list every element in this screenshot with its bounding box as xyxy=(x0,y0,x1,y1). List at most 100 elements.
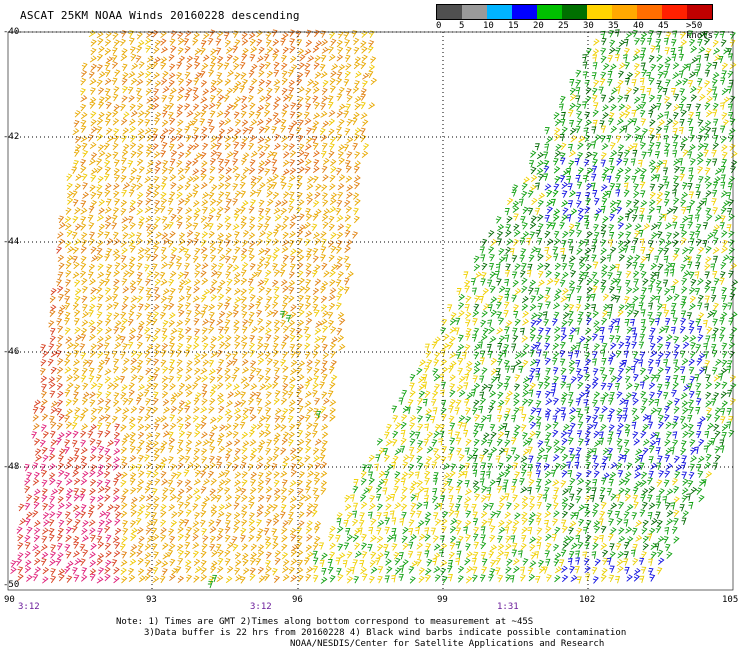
wind-barb xyxy=(664,181,670,189)
wind-barb xyxy=(138,405,145,414)
wind-barb xyxy=(298,199,305,207)
wind-barb xyxy=(350,494,355,502)
wind-barb xyxy=(543,173,549,181)
wind-barb xyxy=(464,285,470,293)
wind-barb xyxy=(626,87,633,95)
wind-barb xyxy=(104,215,112,223)
wind-barb xyxy=(65,408,73,416)
wind-barb xyxy=(170,397,177,405)
wind-barb xyxy=(81,367,88,376)
wind-barb xyxy=(264,429,272,438)
wind-barb xyxy=(65,462,72,470)
wind-barb xyxy=(414,493,420,501)
wind-barb xyxy=(320,231,327,239)
wind-barb xyxy=(598,414,604,423)
wind-barb xyxy=(137,253,145,262)
wind-barb xyxy=(336,110,344,118)
wind-barb xyxy=(258,285,266,293)
wind-barb xyxy=(312,231,320,239)
wind-barb xyxy=(233,326,240,334)
wind-barb xyxy=(658,557,665,565)
wind-barb xyxy=(271,29,278,37)
wind-barb xyxy=(669,269,675,277)
wind-barb xyxy=(273,69,280,77)
wind-barb xyxy=(553,543,560,552)
wind-barb xyxy=(272,381,279,389)
wind-barb xyxy=(518,198,524,207)
wind-barb xyxy=(353,575,360,584)
wind-barb xyxy=(498,526,506,534)
wind-barb xyxy=(265,31,272,40)
wind-barb xyxy=(258,151,266,159)
wind-barb xyxy=(154,184,161,192)
wind-barb xyxy=(122,488,129,496)
wind-barb xyxy=(537,253,544,262)
wind-barb xyxy=(339,317,346,326)
wind-barb xyxy=(104,231,110,239)
wind-barb xyxy=(24,463,30,472)
wind-barb xyxy=(89,391,96,399)
wind-barb xyxy=(680,366,686,374)
wind-barb xyxy=(457,470,465,478)
wind-barb xyxy=(217,510,225,518)
wind-barb xyxy=(321,431,329,439)
wind-barb xyxy=(625,279,631,288)
wind-barb xyxy=(514,318,521,327)
wind-barb xyxy=(225,440,233,448)
wind-barb xyxy=(217,566,224,574)
wind-barb xyxy=(264,143,271,152)
wind-barb xyxy=(41,535,48,544)
wind-barb xyxy=(89,527,96,535)
wind-barb xyxy=(320,285,327,294)
wind-barb xyxy=(424,477,430,486)
wind-barb xyxy=(192,158,199,166)
wind-barb xyxy=(82,520,89,528)
wind-barb xyxy=(32,510,39,518)
wind-barb xyxy=(169,487,176,495)
wind-barb xyxy=(375,454,381,462)
wind-barb xyxy=(264,125,271,133)
wind-barb xyxy=(650,223,658,231)
wind-barb xyxy=(554,133,561,142)
wind-barb xyxy=(288,399,296,407)
wind-barb xyxy=(313,200,320,208)
wind-barb xyxy=(590,494,595,503)
wind-barb xyxy=(248,501,255,509)
wind-barb xyxy=(210,79,217,88)
wind-barb xyxy=(499,495,506,503)
wind-barb xyxy=(186,360,193,368)
wind-barb xyxy=(225,46,233,54)
wind-barb xyxy=(703,445,709,453)
wind-barb xyxy=(167,456,174,464)
wind-barb xyxy=(488,550,495,559)
wind-barb xyxy=(680,375,686,384)
wind-barb xyxy=(97,230,104,238)
wind-barb xyxy=(282,559,290,567)
wind-barb xyxy=(200,246,208,254)
wind-barb xyxy=(633,270,640,278)
wind-barb xyxy=(26,471,33,480)
wind-barb xyxy=(321,360,328,368)
wind-barb xyxy=(442,342,450,350)
wind-barb xyxy=(209,397,216,406)
wind-barb xyxy=(680,264,686,272)
wind-barb xyxy=(622,125,628,133)
wind-barb xyxy=(185,160,192,168)
wind-barb xyxy=(655,359,661,368)
wind-barb xyxy=(430,416,436,424)
wind-barb xyxy=(298,360,306,368)
wind-barb xyxy=(599,486,606,495)
wind-barb xyxy=(130,285,137,294)
wind-barb xyxy=(307,463,314,471)
wind-barb xyxy=(288,488,295,496)
wind-barb xyxy=(192,183,200,191)
wind-barb xyxy=(601,405,608,414)
wind-barb xyxy=(322,413,329,422)
wind-barb xyxy=(211,184,218,192)
wind-barb xyxy=(146,134,154,142)
wind-barb xyxy=(360,127,366,136)
wind-barb xyxy=(530,150,537,158)
wind-barb xyxy=(266,190,273,198)
wind-barb xyxy=(480,551,487,560)
wind-barb xyxy=(496,301,502,310)
